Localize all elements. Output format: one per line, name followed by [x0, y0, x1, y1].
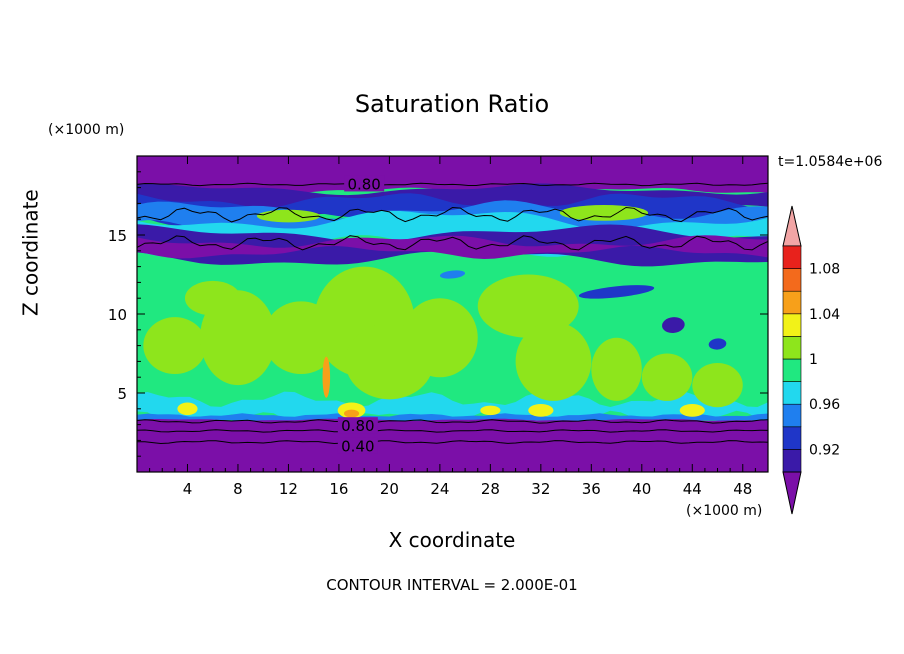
colorbar-label-1.04: 1.04 [809, 307, 840, 323]
colorbar-label-1: 1 [809, 352, 818, 368]
colorbar-bin-4 [782, 381, 802, 405]
colorbar-bin-6 [782, 336, 802, 360]
contour-line-4 [137, 206, 768, 223]
moist-pocket-0 [662, 317, 685, 334]
x-tick-label-20: 20 [380, 480, 399, 498]
x-axis-label-text: X coordinate [388, 528, 516, 552]
colorbar-bin-3 [782, 403, 802, 428]
lime-region-11 [184, 280, 241, 316]
x-tick-label-28: 28 [481, 480, 500, 498]
colorbar-top-arrow [782, 205, 802, 247]
colorbar-label-0.92: 0.92 [809, 442, 840, 458]
contour-label-patch-0 [344, 175, 385, 192]
colorbar-bin-8 [782, 290, 802, 315]
lime-region-8 [591, 337, 642, 401]
warm-spot-4 [679, 404, 705, 417]
x-tick-label-36: 36 [582, 480, 601, 498]
timestamp-label: t=1.0584e+06 [778, 154, 883, 170]
contour-lines [137, 182, 768, 445]
upper-dry-band [137, 156, 768, 194]
contour-line-0 [137, 182, 768, 187]
colorbar-bottom-arrow [782, 471, 802, 515]
x-axis-label: X coordinate [0, 530, 904, 550]
contour-label-patch-1 [337, 417, 378, 434]
x-tick-label-8: 8 [233, 480, 243, 498]
contour-line-2 [137, 429, 768, 433]
moist-pocket-3 [439, 270, 466, 279]
x-tick-label-12: 12 [279, 480, 298, 498]
warm-spot-0 [177, 402, 198, 416]
lime-region-12 [256, 209, 320, 223]
lower-dry-band [137, 418, 768, 472]
contour-interval-note: CONTOUR INTERVAL = 2.000E-01 [326, 576, 578, 594]
colorbar-bin-7 [782, 313, 802, 337]
colorbar-bin-2 [782, 426, 802, 450]
x-tick-label-16: 16 [329, 480, 348, 498]
moist-pocket-2 [578, 285, 655, 299]
x-tick-label-44: 44 [683, 480, 702, 498]
warm-spot-2 [343, 409, 360, 418]
lime-region-9 [641, 353, 693, 401]
lime-region-13 [559, 204, 649, 221]
saturation-field [137, 156, 768, 472]
colorbar: 1.08 1.04 1 0.96 0.92 [782, 205, 840, 515]
warm-spot-6 [322, 356, 331, 398]
y-tick-label-5: 5 [117, 385, 127, 403]
contour-labels: 0.80 0.80 0.40 [337, 175, 385, 456]
moist-pocket-1 [708, 338, 727, 350]
contour-label-0: 0.80 [347, 175, 380, 193]
x-tick-label-32: 32 [531, 480, 550, 498]
contour-label-patch-2 [337, 437, 378, 454]
colorbar-bin-5 [782, 358, 802, 382]
contour-line-1 [137, 419, 768, 424]
chart-title: Saturation Ratio [354, 90, 550, 118]
contour-line-3 [137, 440, 768, 445]
colorbar-bin-1 [782, 449, 802, 473]
y-tick-label-15: 15 [108, 227, 127, 245]
x-tick-label-4: 4 [183, 480, 193, 498]
colorbar-label-0.96: 0.96 [809, 397, 840, 413]
lime-region-10 [692, 362, 743, 408]
y-axis-ticks: 5 10 15 [108, 171, 768, 457]
x-tick-label-24: 24 [430, 480, 449, 498]
lime-region-5 [402, 298, 478, 378]
lime-region-7 [515, 321, 592, 401]
x-tick-label-48: 48 [733, 480, 752, 498]
colorbar-label-1.08: 1.08 [809, 262, 840, 278]
y-tick-label-10: 10 [108, 306, 127, 324]
z-axis-units: (×1000 m) [48, 122, 125, 138]
colorbar-bin-10 [782, 245, 802, 269]
mid-upper-dark-band [137, 235, 768, 259]
lime-region-0 [143, 317, 207, 375]
x-axis-ticks: 4 8 12 16 20 24 28 32 36 40 44 48 [149, 156, 756, 498]
x-axis-units: (×1000 m) [686, 503, 763, 519]
x-tick-label-40: 40 [632, 480, 651, 498]
contour-label-2: 0.40 [341, 438, 374, 456]
contour-line-5 [137, 235, 768, 251]
contour-label-1: 0.80 [341, 417, 374, 435]
warm-spot-5 [480, 405, 501, 416]
colorbar-bin-9 [782, 268, 802, 292]
warm-spot-3 [528, 404, 554, 417]
